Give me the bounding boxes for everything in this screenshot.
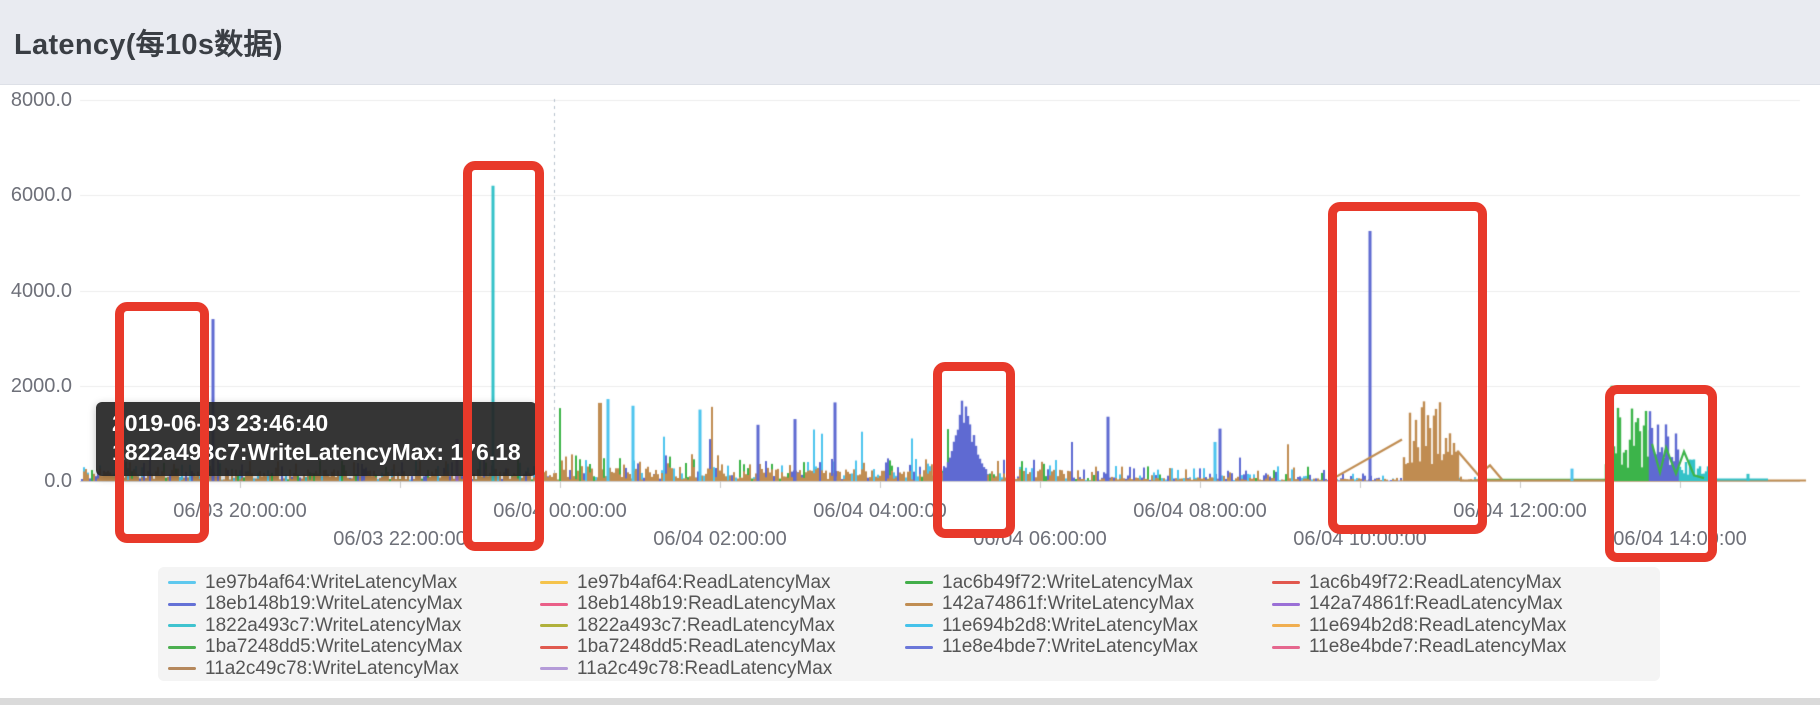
legend-swatch-icon <box>905 624 933 628</box>
legend-label: 11a2c49c78:ReadLatencyMax <box>577 657 833 679</box>
tooltip-timestamp: 2019-06-03 23:46:40 <box>112 410 329 436</box>
legend-item[interactable]: 11e8e4bde7:WriteLatencyMax <box>905 636 1272 658</box>
legend-item[interactable]: 11e8e4bde7:ReadLatencyMax <box>1272 636 1660 658</box>
legend-item[interactable]: 11a2c49c78:ReadLatencyMax <box>540 658 905 680</box>
legend-swatch-icon <box>540 645 568 649</box>
legend-label: 1ac6b49f72:WriteLatencyMax <box>942 571 1194 593</box>
x-axis-label: 06/04 00:00:00 <box>493 500 627 522</box>
annotation-box <box>933 362 1015 538</box>
legend-item[interactable]: 11a2c49c78:WriteLatencyMax <box>168 658 540 680</box>
legend-label: 11a2c49c78:WriteLatencyMax <box>205 657 459 679</box>
x-axis-label: 06/03 22:00:00 <box>333 528 467 550</box>
legend-swatch-icon <box>1272 645 1300 649</box>
legend-label: 142a74861f:WriteLatencyMax <box>942 593 1195 615</box>
legend-item[interactable]: 1e97b4af64:WriteLatencyMax <box>168 572 540 594</box>
legend-swatch-icon <box>540 581 568 585</box>
legend-item[interactable]: 1ac6b49f72:ReadLatencyMax <box>1272 572 1660 594</box>
legend-item[interactable]: 1ba7248dd5:ReadLatencyMax <box>540 636 905 658</box>
x-axis-label: 06/04 02:00:00 <box>653 528 787 550</box>
annotation-box <box>1605 385 1717 562</box>
legend-label: 11e694b2d8:ReadLatencyMax <box>1309 614 1567 636</box>
y-axis-label: 6000.0 <box>10 184 72 207</box>
legend-label: 11e8e4bde7:ReadLatencyMax <box>1309 636 1567 658</box>
legend-item[interactable]: 1822a493c7:ReadLatencyMax <box>540 615 905 637</box>
legend-label: 1ac6b49f72:ReadLatencyMax <box>1309 571 1562 593</box>
legend-swatch-icon <box>540 667 568 671</box>
annotation-box <box>1328 202 1487 534</box>
legend-swatch-icon <box>540 624 568 628</box>
legend-label: 18eb148b19:WriteLatencyMax <box>205 593 463 615</box>
legend-item[interactable]: 1822a493c7:WriteLatencyMax <box>168 615 540 637</box>
legend-label: 1e97b4af64:ReadLatencyMax <box>577 571 831 593</box>
legend-swatch-icon <box>1272 602 1300 606</box>
legend-label: 11e8e4bde7:WriteLatencyMax <box>942 636 1198 658</box>
legend-item[interactable]: 11e694b2d8:WriteLatencyMax <box>905 615 1272 637</box>
legend-item[interactable]: 142a74861f:WriteLatencyMax <box>905 593 1272 615</box>
legend-item[interactable]: 18eb148b19:WriteLatencyMax <box>168 593 540 615</box>
chart-legend: 1e97b4af64:WriteLatencyMax 1e97b4af64:Rea… <box>158 567 1660 681</box>
legend-swatch-icon <box>905 581 933 585</box>
legend-swatch-icon <box>168 645 196 649</box>
legend-swatch-icon <box>540 602 568 606</box>
legend-label: 142a74861f:ReadLatencyMax <box>1309 593 1563 615</box>
y-axis-label: 0.0 <box>44 470 72 492</box>
legend-item[interactable]: 18eb148b19:ReadLatencyMax <box>540 593 905 615</box>
annotation-box <box>115 302 209 543</box>
bottom-window-edge <box>0 698 1820 705</box>
legend-label: 1ba7248dd5:WriteLatencyMax <box>205 636 463 658</box>
legend-label: 1e97b4af64:WriteLatencyMax <box>205 571 458 593</box>
legend-label: 18eb148b19:ReadLatencyMax <box>577 593 836 615</box>
legend-item[interactable]: 1ac6b49f72:WriteLatencyMax <box>905 572 1272 594</box>
x-axis-label: 06/04 04:00:00 <box>813 500 947 522</box>
legend-item[interactable]: 1ba7248dd5:WriteLatencyMax <box>168 636 540 658</box>
legend-item[interactable]: 1e97b4af64:ReadLatencyMax <box>540 572 905 594</box>
legend-item[interactable]: 142a74861f:ReadLatencyMax <box>1272 593 1660 615</box>
legend-label: 11e694b2d8:WriteLatencyMax <box>942 614 1198 636</box>
legend-swatch-icon <box>1272 581 1300 585</box>
y-axis-label: 8000.0 <box>10 89 72 111</box>
y-axis-label: 2000.0 <box>10 374 72 397</box>
legend-swatch-icon <box>905 645 933 649</box>
legend-swatch-icon <box>168 602 196 606</box>
legend-label: 1822a493c7:WriteLatencyMax <box>205 614 462 636</box>
tooltip-series-value: 1822a493c7:WriteLatencyMax: 176.18 <box>112 439 521 465</box>
x-axis-label: 06/04 08:00:00 <box>1133 500 1267 522</box>
annotation-box <box>463 161 544 551</box>
legend-label: 1ba7248dd5:ReadLatencyMax <box>577 636 836 658</box>
legend-swatch-icon <box>1272 624 1300 628</box>
legend-swatch-icon <box>168 667 196 671</box>
legend-grid: 1e97b4af64:WriteLatencyMax 1e97b4af64:Rea… <box>168 572 1660 680</box>
legend-label: 1822a493c7:ReadLatencyMax <box>577 614 835 636</box>
y-axis-label: 4000.0 <box>10 279 72 302</box>
legend-swatch-icon <box>168 624 196 628</box>
legend-item[interactable]: 11e694b2d8:ReadLatencyMax <box>1272 615 1660 637</box>
legend-swatch-icon <box>168 581 196 585</box>
legend-swatch-icon <box>905 602 933 606</box>
